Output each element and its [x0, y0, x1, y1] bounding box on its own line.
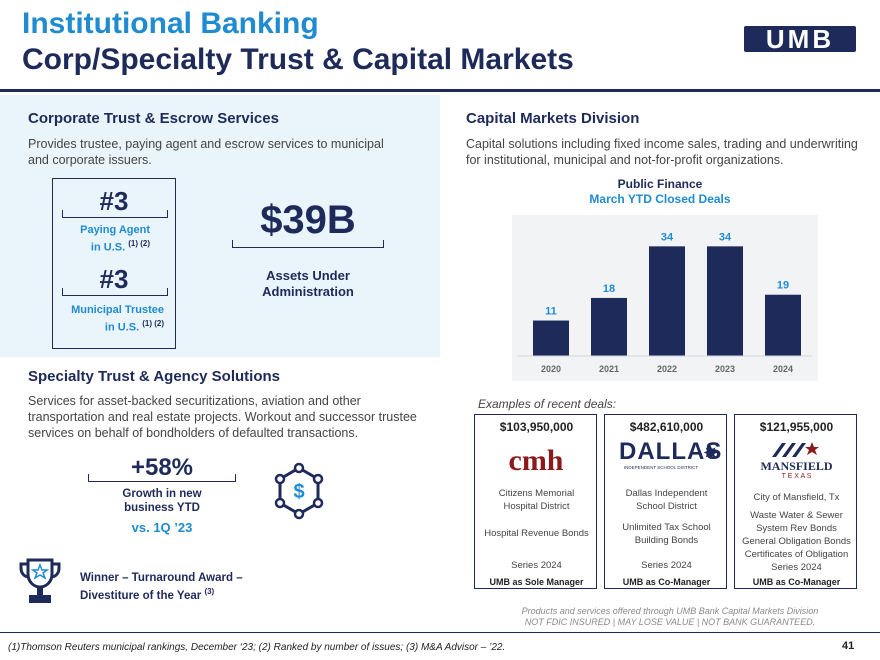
bar-value-label: 34	[719, 231, 732, 243]
rank-municipal-trustee-label: Municipal Trustee in U.S. (1) (2)	[71, 304, 164, 334]
x-tick-label: 2024	[773, 364, 793, 374]
rank-paying-agent-label: Paying Agent in U.S. (1) (2)	[80, 224, 150, 254]
deal-role: UMB as Co-Manager	[752, 577, 841, 587]
growth-percentage: +58%	[130, 454, 194, 481]
deal-series: Series 2024	[771, 562, 822, 573]
page-number: 41	[842, 640, 855, 652]
bar-value-label: 19	[777, 280, 789, 292]
deal-card-cmh: $103,950,000 cmh Citizens Memorial Hospit…	[474, 414, 597, 589]
star-icon: ✸	[703, 443, 719, 463]
deal-type: Hospital Revenue Bonds	[484, 528, 589, 539]
capital-markets-text-1: Capital solutions including fixed income…	[466, 137, 858, 151]
deal-series: Series 2024	[511, 560, 562, 571]
rank-paying-agent: #3	[99, 186, 129, 216]
dallas-isd-logo-sub: INDEPENDENT SCHOOL DISTRICT	[623, 465, 699, 470]
deal-card-mansfield: $121,955,000 MANSFIELD T E X A S City of…	[734, 414, 857, 589]
bar-2020	[533, 320, 569, 356]
page-title-line2: Corp/Specialty Trust & Capital Markets	[22, 43, 574, 76]
deal-amount: $482,610,000	[629, 420, 704, 434]
specialty-trust-title: Specialty Trust & Agency Solutions	[28, 368, 280, 385]
deal-type: Unlimited Tax School Building Bonds	[622, 522, 711, 546]
disclaimer: Products and services offered through UM…	[521, 606, 819, 627]
bar-2022	[649, 246, 685, 356]
deal-amount: $121,955,000	[759, 420, 834, 434]
deal-type: Waste Water & Sewer System Rev Bonds Gener…	[742, 510, 851, 560]
examples-title: Examples of recent deals:	[478, 397, 617, 411]
rank-municipal-trustee: #3	[99, 264, 129, 294]
x-tick-label: 2021	[599, 364, 619, 374]
bar-2024	[765, 294, 801, 356]
bar-value-label: 18	[603, 283, 615, 295]
chart-title: Public Finance March YTD Closed Deals	[589, 177, 731, 206]
corporate-trust-title: Corporate Trust & Escrow Services	[28, 110, 279, 127]
rank-bracket-1	[62, 210, 168, 218]
cmh-logo: cmh	[508, 444, 564, 477]
bar-value-label: 11	[545, 306, 557, 318]
comparison-label: vs. 1Q ’23	[131, 520, 193, 535]
mansfield-logo-sub: T E X A S	[781, 473, 812, 480]
aum-bracket	[232, 240, 384, 248]
deal-role: UMB as Sole Manager	[489, 577, 584, 587]
specialty-trust-text-3: services on behalf of bondholders of def…	[28, 426, 359, 440]
bar-2023	[707, 246, 743, 356]
mansfield-logo-text: MANSFIELD	[760, 459, 833, 473]
deal-issuer: Citizens Memorial Hospital District	[498, 488, 575, 512]
corporate-trust-text-1: Provides trustee, paying agent and escro…	[28, 137, 384, 151]
assets-under-administration-value: $39B	[260, 198, 356, 242]
deal-amount: $103,950,000	[499, 420, 574, 434]
deal-issuer: Dallas Independent School District	[625, 488, 708, 512]
footnote: (1)Thomson Reuters municipal rankings, D…	[8, 642, 506, 653]
deal-card-dallas: $482,610,000 DALLAS INDEPENDENT SCHOOL D…	[604, 414, 727, 589]
deal-role: UMB as Co-Manager	[622, 577, 711, 587]
growth-bracket	[88, 474, 236, 482]
x-tick-label: 2023	[715, 364, 735, 374]
capital-markets-title: Capital Markets Division	[466, 110, 640, 127]
deal-issuer: City of Mansfield, Tx	[753, 492, 840, 503]
footer-rule	[0, 632, 880, 633]
assets-under-administration-label: Assets Under Administration	[262, 268, 354, 299]
bar-value-label: 34	[661, 231, 674, 243]
page-title-line1: Institutional Banking	[22, 7, 319, 40]
dallas-isd-logo: DALLAS	[619, 438, 723, 465]
x-tick-label: 2022	[657, 364, 677, 374]
dollar-network-icon: $	[270, 462, 328, 520]
trophy-icon	[18, 556, 62, 606]
ranking-box	[52, 178, 176, 349]
specialty-trust-text-1: Services for asset-backed securitization…	[28, 394, 361, 408]
specialty-trust-text-2: transportation and real estate projects.…	[28, 410, 417, 424]
header-rule	[0, 89, 880, 92]
award-text: Winner – Turnaround Award – Divestiture o…	[80, 572, 243, 602]
svg-text:$: $	[293, 481, 304, 503]
capital-markets-text-2: for institutional, municipal and not-for…	[466, 153, 784, 167]
bar-2021	[591, 297, 627, 356]
umb-logo: UMB	[744, 26, 856, 52]
bar-chart: 11 2020 18 2021 34 2022 34 2023 19 2024	[518, 231, 812, 374]
mansfield-logo-mark	[766, 441, 826, 459]
x-tick-label: 2020	[541, 364, 561, 374]
deal-series: Series 2024	[641, 560, 692, 571]
growth-label: Growth in new business YTD	[122, 488, 202, 514]
rank-bracket-2	[62, 288, 168, 296]
chart-area: 11 2020 18 2021 34 2022 34 2023 19 2024	[512, 215, 818, 381]
corporate-trust-text-2: and corporate issuers.	[28, 153, 152, 167]
